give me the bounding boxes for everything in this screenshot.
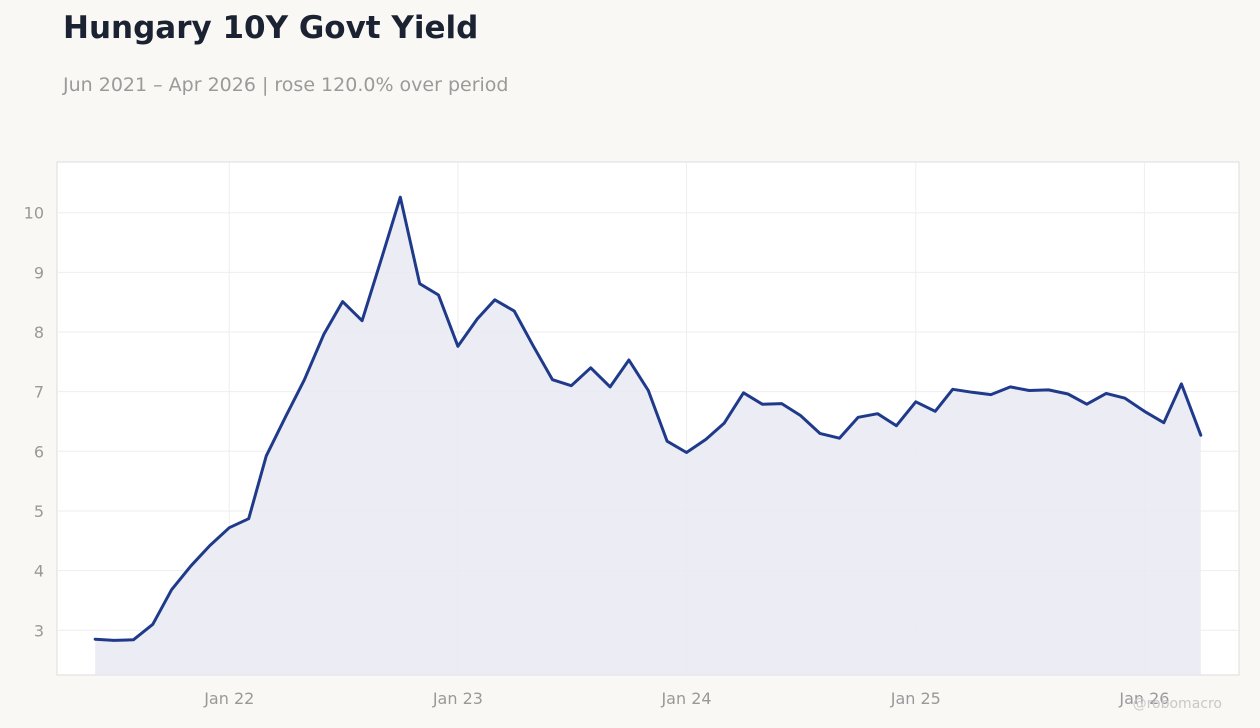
x-tick-label: Jan 26: [1118, 689, 1169, 708]
x-tick-label: Jan 23: [432, 689, 483, 708]
x-axis-ticks: Jan 22 Jan 23 Jan 24 Jan 25 Jan 26: [203, 689, 1169, 708]
y-tick-label: 6: [34, 442, 44, 461]
y-tick-label: 5: [34, 502, 44, 521]
y-tick-label: 10: [24, 204, 44, 223]
series-area: [95, 197, 1201, 675]
chart-subtitle: Jun 2021 – Apr 2026 | rose 120.0% over p…: [63, 74, 509, 96]
chart-title: Hungary 10Y Govt Yield: [63, 10, 479, 46]
x-tick-label: Jan 24: [660, 689, 711, 708]
watermark: @robomacro: [1132, 696, 1222, 712]
y-tick-label: 3: [34, 621, 44, 640]
y-tick-label: 4: [34, 562, 44, 581]
series-line: [93, 195, 1203, 642]
y-tick-label: 8: [34, 323, 44, 342]
y-tick-label: 9: [34, 263, 44, 282]
x-tick-label: Jan 22: [203, 689, 254, 708]
x-tick-label: Jan 25: [890, 689, 941, 708]
y-axis-ticks: 3 4 5 6 7 8 9 10: [24, 204, 44, 641]
y-tick-label: 7: [34, 383, 44, 402]
